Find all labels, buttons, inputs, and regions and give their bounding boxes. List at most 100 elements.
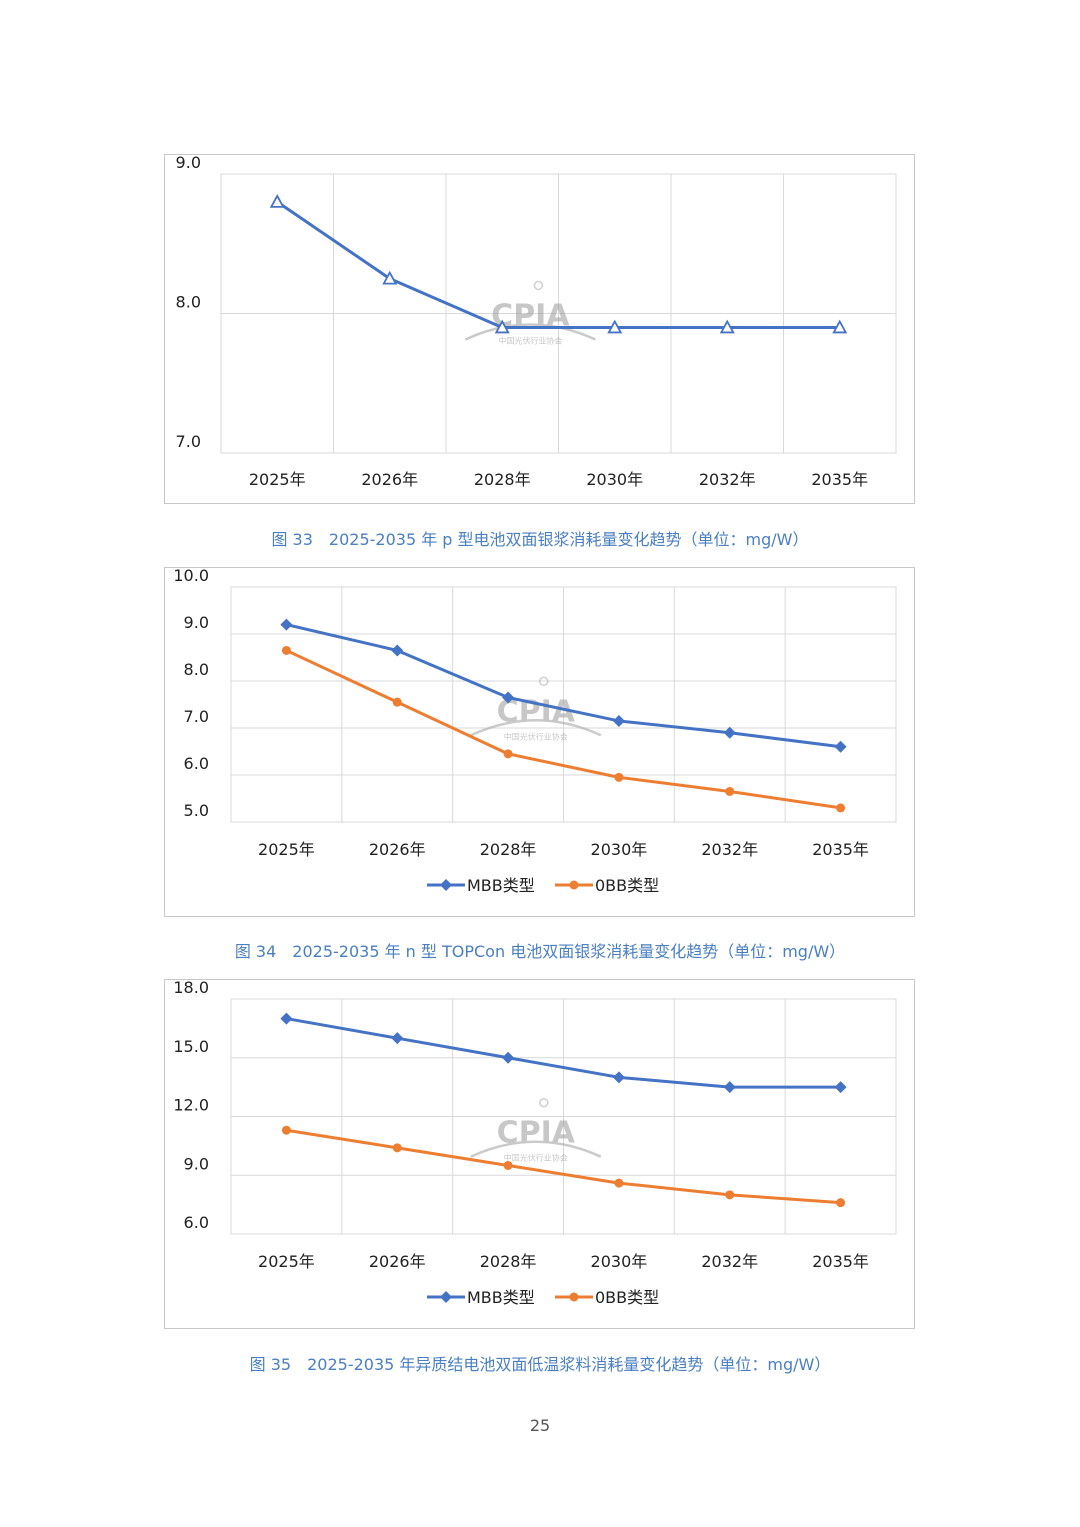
x-tick-label: 2028年: [480, 1252, 537, 1271]
caption-34-number: 图 34: [234, 942, 277, 961]
x-tick-label: 2025年: [258, 840, 315, 859]
data-point: [391, 644, 404, 657]
data-point: [382, 270, 398, 285]
chart-35-plot: 6.0 9.0 12.0 15.0 18.0 2025年 2026年 2028年 2030年 20…: [173, 980, 897, 1307]
data-point: [836, 803, 846, 813]
data-point: [269, 194, 285, 208]
chart-34-plot: 5.0 6.0 7.0 8.0 9.0 10.0 2025年 2026年 2028年 2030年 2…: [173, 568, 897, 895]
y-tick-label: 15.0: [173, 1037, 209, 1056]
x-tick-label: 2026年: [369, 1252, 426, 1271]
watermark-arc: [470, 719, 602, 737]
y-tick-label: 7.0: [176, 432, 201, 451]
data-point: [723, 1081, 736, 1094]
data-point: [281, 1125, 291, 1135]
caption-33-text: 2025-2035 年 p 型电池双面银浆消耗量变化趋势（单位：mg/W）: [328, 530, 809, 549]
cpia-watermark-3: CPIA 中国光伏行业协会: [470, 1097, 602, 1163]
caption-34-text: 2025-2035 年 n 型 TOPCon 电池双面银浆消耗量变化趋势（单位：…: [292, 942, 846, 961]
y-tick-label: 18.0: [173, 980, 209, 997]
sun-icon: [533, 280, 544, 291]
y-tick-label: 10.0: [173, 568, 209, 585]
x-tick-label: 2030年: [591, 840, 648, 859]
watermark-subtitle: 中国光伏行业协会: [498, 335, 562, 345]
caption-34: 图 34 2025-2035 年 n 型 TOPCon 电池双面银浆消耗量变化趋势…: [0, 938, 1080, 962]
y-tick-label: 6.0: [184, 1213, 209, 1232]
page-number: 25: [529, 1416, 551, 1435]
x-tick-label: 2028年: [474, 470, 531, 489]
chart-35: 6.0 9.0 12.0 15.0 18.0 2025年 2026年 2028年 2030年 20…: [164, 979, 915, 1329]
data-point: [503, 749, 513, 759]
legend-marker: [440, 879, 452, 891]
y-tick-label: 8.0: [176, 293, 201, 312]
data-point: [607, 319, 623, 334]
chart-34: 5.0 6.0 7.0 8.0 9.0 10.0 2025年 2026年 2028年 2030年 2…: [164, 567, 915, 917]
y-tick-label: 5.0: [184, 801, 209, 820]
data-point: [725, 786, 735, 796]
data-point: [834, 1081, 847, 1094]
data-point: [834, 740, 847, 753]
data-point: [723, 726, 736, 739]
data-point: [502, 691, 515, 704]
data-point: [392, 697, 402, 707]
data-point: [836, 1198, 846, 1208]
y-tick-label: 8.0: [184, 660, 209, 679]
data-point: [280, 618, 293, 631]
x-tick-label: 2026年: [369, 840, 426, 859]
y-tick-label: 12.0: [173, 1096, 209, 1115]
x-tick-label: 2032年: [701, 1252, 758, 1271]
series-line-MBB类型: [284, 1017, 843, 1089]
data-point: [725, 1190, 735, 1200]
caption-33-number: 图 33: [271, 530, 313, 549]
data-point: [612, 714, 625, 727]
x-tick-label: 2032年: [701, 840, 758, 859]
data-point: [614, 772, 624, 782]
x-tick-label: 2035年: [811, 470, 868, 489]
series-line-MBB类型: [284, 623, 843, 749]
x-tick-label: 2025年: [258, 1252, 315, 1271]
watermark-arc: [464, 323, 596, 341]
sun-icon: [539, 1097, 549, 1108]
legend-label: 0BB类型: [595, 1288, 659, 1307]
legend-label: MBB类型: [467, 876, 535, 895]
legend-marker: [440, 1291, 452, 1303]
x-tick-label: 2025年: [249, 470, 306, 489]
series-line-p-type: [275, 200, 842, 329]
y-tick-label: 9.0: [184, 1154, 209, 1173]
y-tick-label: 7.0: [184, 707, 209, 726]
caption-33: 图 33 2025-2035 年 p 型电池双面银浆消耗量变化趋势（单位：mg/W…: [0, 526, 1080, 550]
legend-label: 0BB类型: [595, 876, 659, 895]
legend-marker: [569, 1292, 579, 1302]
x-tick-label: 2030年: [591, 1252, 648, 1271]
legend-label: MBB类型: [467, 1288, 535, 1307]
data-point: [391, 1032, 404, 1045]
caption-35-number: 图 35: [249, 1355, 292, 1374]
x-tick-label: 2032年: [699, 470, 756, 489]
y-tick-label: 9.0: [176, 155, 201, 172]
caption-35: 图 35 2025-2035 年异质结电池双面低温浆料消耗量变化趋势（单位：mg/…: [0, 1351, 1080, 1375]
data-point: [832, 319, 848, 334]
x-tick-label: 2028年: [480, 840, 537, 859]
watermark-brand: CPIA: [497, 1116, 576, 1151]
data-point: [280, 1012, 293, 1025]
x-tick-label: 2035年: [812, 840, 869, 859]
watermark-arc: [470, 1140, 602, 1158]
data-point: [502, 1051, 515, 1064]
data-point: [612, 1071, 625, 1084]
data-point: [719, 319, 735, 334]
y-tick-label: 9.0: [184, 613, 209, 632]
chart-33: 7.0 8.0 9.0 2025年 2026年 2028年 2030年 2032年 2035年 C…: [164, 154, 915, 504]
data-point: [503, 1160, 513, 1170]
x-tick-label: 2035年: [812, 1252, 869, 1271]
data-point: [281, 645, 291, 655]
y-tick-label: 6.0: [184, 754, 209, 773]
sun-icon: [539, 676, 549, 687]
data-point: [392, 1143, 402, 1153]
watermark-subtitle: 中国光伏行业协会: [504, 731, 568, 741]
caption-35-text: 2025-2035 年异质结电池双面低温浆料消耗量变化趋势（单位：mg/W）: [307, 1355, 831, 1374]
data-point: [494, 319, 510, 334]
data-point: [614, 1178, 624, 1188]
series-line-0BB类型: [284, 648, 843, 810]
x-tick-label: 2026年: [361, 470, 418, 489]
watermark-subtitle: 中国光伏行业协会: [504, 1153, 568, 1163]
